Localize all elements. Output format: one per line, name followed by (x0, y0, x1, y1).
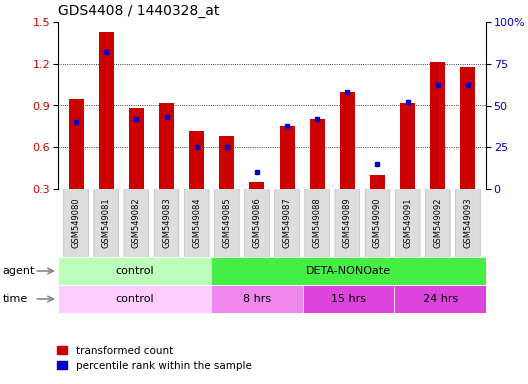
Text: agent: agent (3, 266, 35, 276)
Bar (340, 91, 355, 189)
Text: GDS4408 / 1440328_at: GDS4408 / 1440328_at (58, 4, 219, 18)
FancyBboxPatch shape (184, 187, 209, 259)
Bar (99, 32, 114, 189)
Bar (370, 175, 385, 189)
Bar (400, 103, 415, 189)
Bar (189, 131, 204, 189)
Bar (211, 257, 486, 285)
Bar (430, 62, 445, 189)
Text: GSM549082: GSM549082 (132, 198, 141, 248)
FancyBboxPatch shape (275, 187, 299, 259)
FancyBboxPatch shape (154, 187, 179, 259)
Bar (394, 285, 486, 313)
Bar (159, 103, 174, 189)
Text: GSM549089: GSM549089 (343, 198, 352, 248)
Bar (58, 285, 211, 313)
Text: GSM549083: GSM549083 (162, 198, 171, 248)
Text: 24 hrs: 24 hrs (422, 294, 458, 304)
Bar (249, 182, 265, 189)
Text: GSM549086: GSM549086 (252, 198, 261, 248)
FancyBboxPatch shape (305, 187, 329, 259)
FancyBboxPatch shape (365, 187, 390, 259)
Text: DETA-NONOate: DETA-NONOate (306, 266, 391, 276)
FancyBboxPatch shape (94, 187, 119, 259)
Bar (211, 285, 303, 313)
Text: 8 hrs: 8 hrs (243, 294, 271, 304)
Text: GSM549092: GSM549092 (433, 198, 442, 248)
Bar (279, 126, 295, 189)
Legend: transformed count, percentile rank within the sample: transformed count, percentile rank withi… (53, 341, 256, 375)
FancyBboxPatch shape (244, 187, 269, 259)
Bar (219, 136, 234, 189)
Text: time: time (3, 294, 28, 304)
Bar (129, 108, 144, 189)
Text: GSM549090: GSM549090 (373, 198, 382, 248)
FancyBboxPatch shape (64, 187, 89, 259)
Text: GSM549088: GSM549088 (313, 198, 322, 248)
Text: GSM549085: GSM549085 (222, 198, 231, 248)
Text: GSM549080: GSM549080 (72, 198, 81, 248)
Bar (460, 66, 475, 189)
Text: control: control (115, 294, 154, 304)
FancyBboxPatch shape (335, 187, 360, 259)
Text: GSM549093: GSM549093 (464, 198, 473, 248)
Bar (310, 119, 325, 189)
FancyBboxPatch shape (124, 187, 149, 259)
Bar (58, 257, 211, 285)
Text: GSM549081: GSM549081 (102, 198, 111, 248)
Text: GSM549091: GSM549091 (403, 198, 412, 248)
Bar (303, 285, 394, 313)
FancyBboxPatch shape (395, 187, 420, 259)
Bar (69, 99, 83, 189)
FancyBboxPatch shape (214, 187, 239, 259)
Text: control: control (115, 266, 154, 276)
Text: GSM549087: GSM549087 (282, 198, 291, 248)
Text: 15 hrs: 15 hrs (331, 294, 366, 304)
Text: GSM549084: GSM549084 (192, 198, 201, 248)
FancyBboxPatch shape (426, 187, 450, 259)
FancyBboxPatch shape (456, 187, 480, 259)
